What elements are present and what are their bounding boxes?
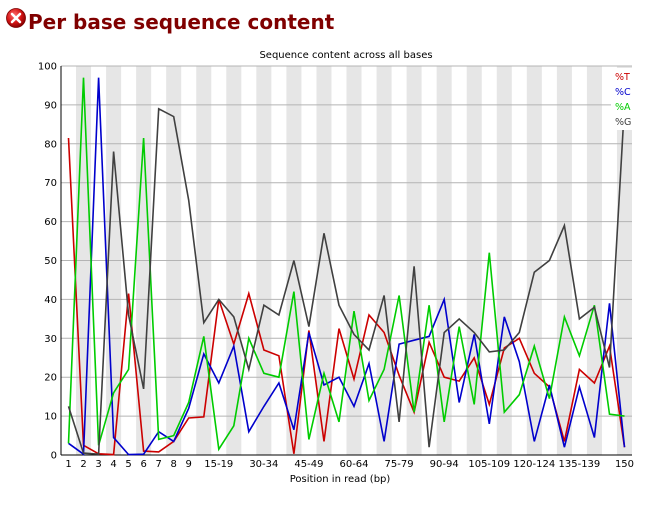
x-tick-label: 135-139 xyxy=(559,459,601,470)
x-tick-label: 7 xyxy=(155,459,161,470)
x-tick-label: 4 xyxy=(110,459,116,470)
x-axis-label: Position in read (bp) xyxy=(290,474,391,485)
x-tick-label: 2 xyxy=(80,459,86,470)
chart-title: Sequence content across all bases xyxy=(259,50,432,61)
y-tick-label: 70 xyxy=(44,178,57,189)
chart-container: 0 10 20 30 40 50 60 70 80 90 100 1 2 3 4 5 6 7 8 9 15-19 30-… xyxy=(0,40,657,507)
y-tick-label: 50 xyxy=(44,256,57,267)
fail-x-icon xyxy=(6,8,26,28)
report-header: Per base sequence content xyxy=(0,0,657,40)
x-tick-label: 30-34 xyxy=(249,459,278,470)
legend-entry: %G xyxy=(615,117,631,128)
legend-entry: %T xyxy=(615,72,630,83)
x-tick-label: 120-124 xyxy=(513,459,555,470)
x-tick-label: 1 xyxy=(65,459,71,470)
y-tick-label: 100 xyxy=(38,62,57,73)
x-tick-label: 75-79 xyxy=(385,459,414,470)
x-tick-label: 45-49 xyxy=(294,459,323,470)
x-tick-label: 150 xyxy=(615,459,634,470)
y-tick-label: 60 xyxy=(44,217,57,228)
x-tick-label: 60-64 xyxy=(339,459,368,470)
x-tick-label: 3 xyxy=(95,459,101,470)
series-line-pct-c xyxy=(68,77,626,456)
y-tick-label: 90 xyxy=(44,100,57,111)
x-tick-label: 6 xyxy=(140,459,146,470)
x-tick-label: 8 xyxy=(171,459,177,470)
page-title: Per base sequence content xyxy=(28,10,335,34)
y-tick-label: 40 xyxy=(44,295,57,306)
y-tick-label: 80 xyxy=(44,139,57,150)
legend-entry: %C xyxy=(615,87,631,98)
y-tick-label: 10 xyxy=(44,412,57,423)
x-tick-label: 90-94 xyxy=(430,459,459,470)
series-line-pct-g xyxy=(67,104,626,456)
series-line-pct-a xyxy=(67,77,625,452)
sequence-content-chart: 0 10 20 30 40 50 60 70 80 90 100 1 2 3 4 5 6 7 8 9 15-19 30-… xyxy=(0,40,657,507)
x-tick-label: 15-19 xyxy=(204,459,233,470)
y-tick-label: 20 xyxy=(44,373,57,384)
x-tick-label: 105-109 xyxy=(468,459,510,470)
series-line-pct-t xyxy=(67,137,626,456)
y-tick-label: 30 xyxy=(44,334,57,345)
x-tick-label: 5 xyxy=(125,459,131,470)
x-tick-label: 9 xyxy=(186,459,192,470)
legend-entry: %A xyxy=(615,102,631,113)
legend-box xyxy=(611,68,632,130)
y-tick-label: 0 xyxy=(51,451,57,462)
